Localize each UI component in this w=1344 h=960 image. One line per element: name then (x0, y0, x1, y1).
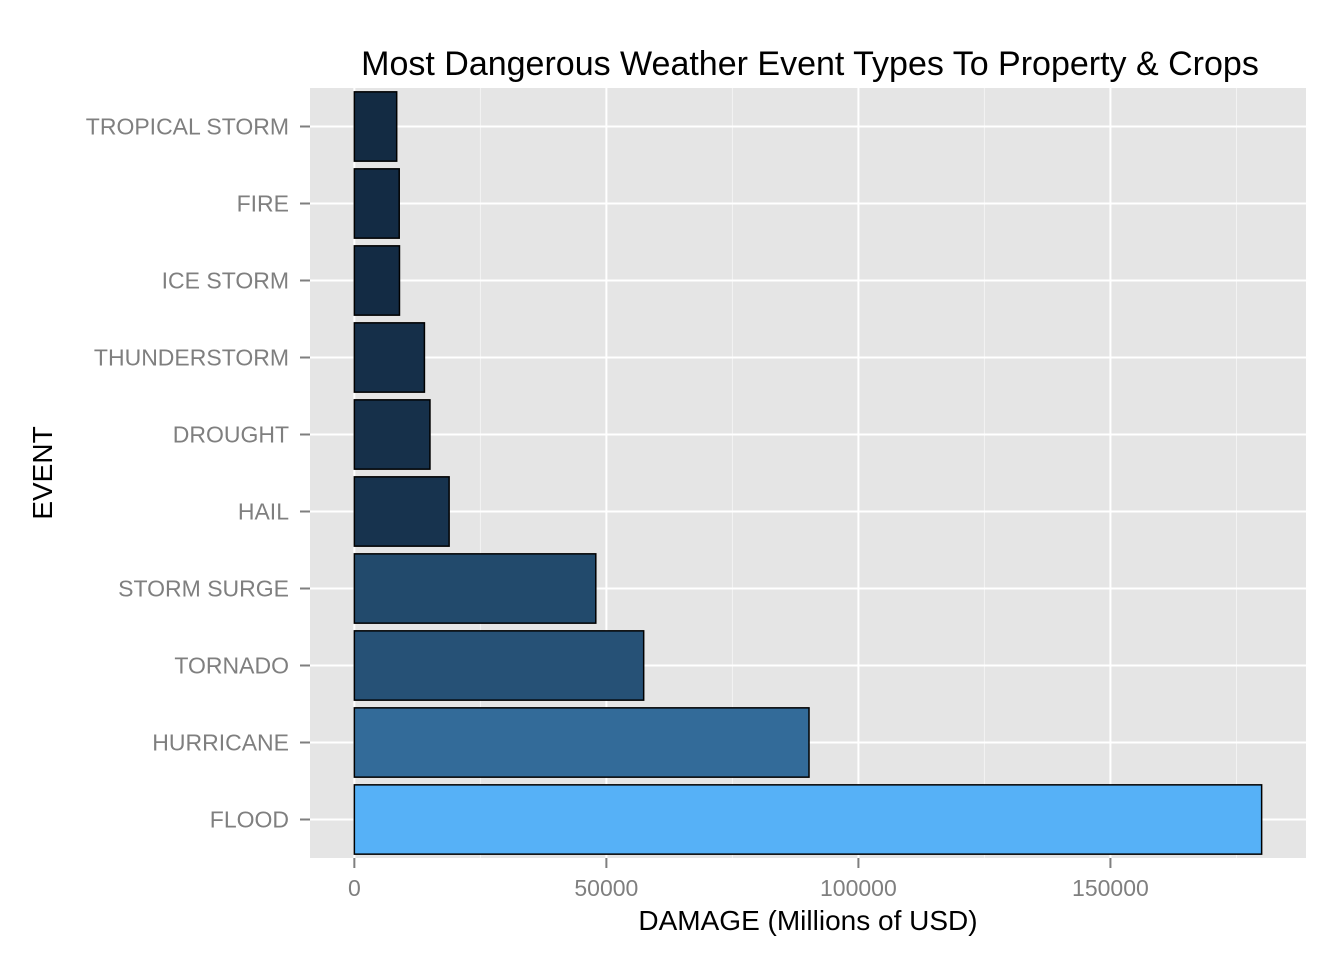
x-tick-label: 0 (348, 875, 361, 901)
chart-title: Most Dangerous Weather Event Types To Pr… (361, 45, 1259, 83)
bar-flood (353, 784, 1263, 855)
bar-thunderstorm (353, 322, 426, 393)
x-axis: 0 50000 100000 150000 (348, 858, 1149, 901)
bar-tornado (353, 630, 645, 701)
bars (353, 91, 1263, 855)
y-tick-label: ICE STORM (162, 268, 289, 294)
x-axis-title: DAMAGE (Millions of USD) (638, 905, 977, 936)
x-tick-label: 50000 (574, 875, 638, 901)
y-tick-label: DROUGHT (173, 422, 289, 448)
bar-drought (353, 399, 431, 470)
bar-fire (353, 168, 400, 239)
y-tick-label: FIRE (237, 191, 289, 217)
x-tick-label: 100000 (820, 875, 897, 901)
x-tick-label: 150000 (1072, 875, 1149, 901)
y-tick-label: TROPICAL STORM (86, 114, 289, 140)
y-tick-label: TORNADO (174, 653, 289, 679)
bar-hail (353, 476, 450, 547)
y-axis: TROPICAL STORM FIRE ICE STORM THUNDERSTORM D… (86, 114, 310, 833)
y-axis-title: EVENT (27, 426, 58, 519)
bar-storm-surge (353, 553, 597, 624)
bar-hurricane (353, 707, 810, 778)
y-tick-label: FLOOD (210, 807, 289, 833)
y-tick-label: THUNDERSTORM (94, 345, 289, 371)
y-tick-label: STORM SURGE (118, 576, 289, 602)
y-tick-label: HURRICANE (152, 730, 289, 756)
bar-tropical-storm (353, 91, 398, 162)
y-tick-label: HAIL (238, 499, 289, 525)
bar-ice-storm (353, 245, 401, 316)
